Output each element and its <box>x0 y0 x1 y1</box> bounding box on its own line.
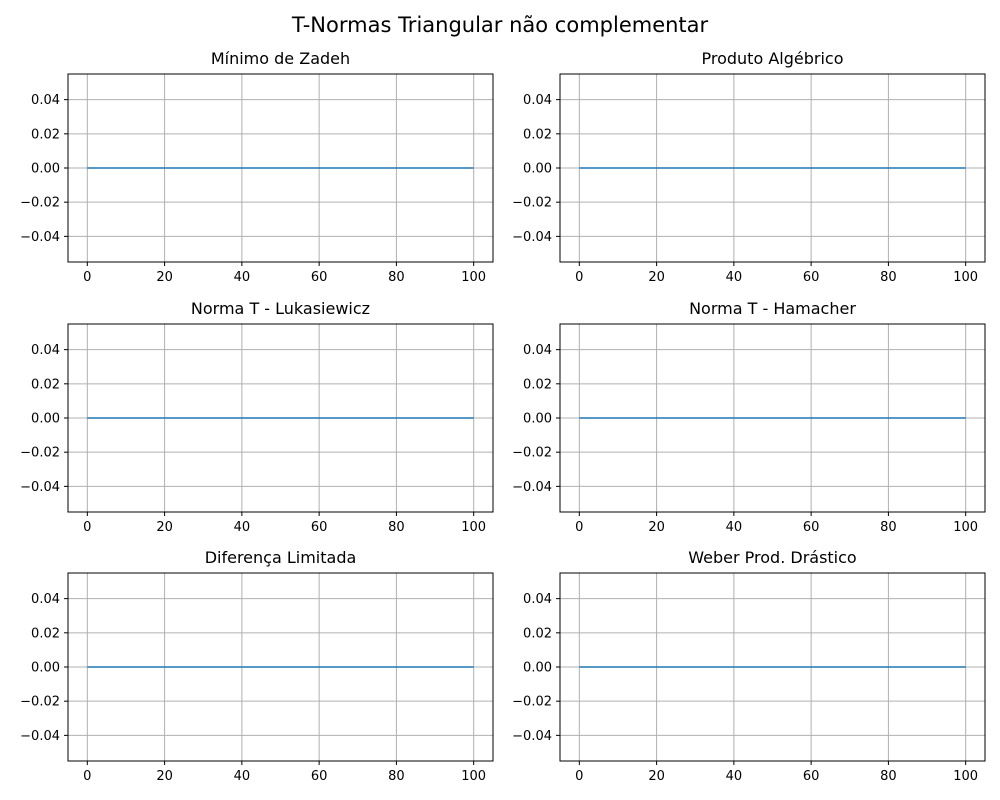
x-tick-label: 40 <box>234 270 251 285</box>
y-tick-label: 0.00 <box>31 661 60 676</box>
x-tick-label: 100 <box>953 270 978 285</box>
y-tick-label: 0.00 <box>31 412 60 427</box>
x-tick-label: 20 <box>648 270 665 285</box>
y-tick-label: 0.02 <box>523 127 552 142</box>
x-tick-label: 100 <box>461 520 486 535</box>
subplot-4: Norma T - Hamacher 0 20 40 60 80 100 0.04 0.02 0.… <box>512 299 986 535</box>
y-tick-label: −0.04 <box>512 230 552 245</box>
y-tick-label: 0.04 <box>31 343 60 358</box>
x-tick-label: 60 <box>311 270 328 285</box>
x-tick-label: 40 <box>234 769 251 784</box>
y-tick-label: 0.04 <box>523 93 552 108</box>
y-tick-label: −0.04 <box>20 230 60 245</box>
y-tick-label: −0.02 <box>512 446 552 461</box>
y-tick-label: −0.02 <box>20 695 60 710</box>
x-tick-label: 20 <box>648 520 665 535</box>
y-tick-label: −0.04 <box>512 729 552 744</box>
figure-suptitle: T-Normas Triangular não complementar <box>291 13 709 37</box>
x-tick-label: 60 <box>311 520 328 535</box>
x-tick-label: 20 <box>156 769 173 784</box>
subplot-2: Produto Algébrico 0 20 40 60 80 100 0.04 0.02 0.0… <box>512 49 986 285</box>
x-tick-label: 80 <box>880 520 897 535</box>
y-tick-label: −0.02 <box>20 446 60 461</box>
x-tick-label: 20 <box>156 270 173 285</box>
x-tick-label: 0 <box>575 270 583 285</box>
x-tick-label: 0 <box>83 520 91 535</box>
subplot-3: Norma T - Lukasiewicz 0 20 40 60 80 100 0.04 0.0… <box>20 299 494 535</box>
x-tick-label: 40 <box>234 520 251 535</box>
x-tick-label: 80 <box>880 270 897 285</box>
x-tick-label: 80 <box>388 270 405 285</box>
y-tick-label: −0.04 <box>20 729 60 744</box>
y-tick-label: 0.02 <box>523 377 552 392</box>
subplot-6: Weber Prod. Drástico 0 20 40 60 80 100 0.04 0.02… <box>512 548 986 784</box>
subplot-title: Norma T - Lukasiewicz <box>191 299 370 318</box>
x-tick-label: 20 <box>156 520 173 535</box>
y-tick-label: 0.02 <box>31 626 60 641</box>
x-tick-label: 60 <box>803 270 820 285</box>
y-tick-label: −0.04 <box>512 480 552 495</box>
x-tick-label: 0 <box>83 270 91 285</box>
subplots-grid: Mínimo de Zadeh 0 20 40 60 80 100 0.04 0.02 0.00 −… <box>20 49 986 784</box>
y-tick-label: 0.00 <box>523 162 552 177</box>
subplot-title: Produto Algébrico <box>702 49 844 68</box>
y-tick-label: 0.02 <box>31 377 60 392</box>
y-tick-label: −0.04 <box>20 480 60 495</box>
x-tick-label: 0 <box>575 769 583 784</box>
y-tick-label: 0.00 <box>523 412 552 427</box>
y-tick-label: −0.02 <box>512 695 552 710</box>
subplot-1: Mínimo de Zadeh 0 20 40 60 80 100 0.04 0.02 0.00 −… <box>20 49 494 285</box>
subplot-title: Weber Prod. Drástico <box>688 548 856 567</box>
subplot-5: Diferença Limitada 0 20 40 60 80 100 0.04 0.02 0.… <box>20 548 494 784</box>
x-tick-label: 80 <box>880 769 897 784</box>
y-tick-label: −0.02 <box>20 196 60 211</box>
y-tick-label: 0.00 <box>31 162 60 177</box>
x-tick-label: 100 <box>953 520 978 535</box>
y-tick-label: −0.02 <box>512 196 552 211</box>
x-tick-label: 20 <box>648 769 665 784</box>
y-tick-label: 0.02 <box>523 626 552 641</box>
y-tick-label: 0.02 <box>31 127 60 142</box>
x-tick-label: 40 <box>726 769 743 784</box>
x-tick-label: 60 <box>803 769 820 784</box>
y-tick-label: 0.00 <box>523 661 552 676</box>
subplot-title: Mínimo de Zadeh <box>211 49 350 68</box>
x-tick-label: 60 <box>311 769 328 784</box>
x-tick-label: 60 <box>803 520 820 535</box>
y-tick-label: 0.04 <box>523 592 552 607</box>
x-tick-label: 0 <box>83 769 91 784</box>
y-tick-label: 0.04 <box>523 343 552 358</box>
y-tick-label: 0.04 <box>31 93 60 108</box>
x-tick-label: 40 <box>726 270 743 285</box>
x-tick-label: 40 <box>726 520 743 535</box>
subplot-title: Norma T - Hamacher <box>689 299 856 318</box>
x-tick-label: 100 <box>461 769 486 784</box>
y-tick-label: 0.04 <box>31 592 60 607</box>
x-tick-label: 100 <box>461 270 486 285</box>
x-tick-label: 80 <box>388 769 405 784</box>
x-tick-label: 0 <box>575 520 583 535</box>
x-tick-label: 100 <box>953 769 978 784</box>
x-tick-label: 80 <box>388 520 405 535</box>
subplot-title: Diferença Limitada <box>205 548 357 567</box>
